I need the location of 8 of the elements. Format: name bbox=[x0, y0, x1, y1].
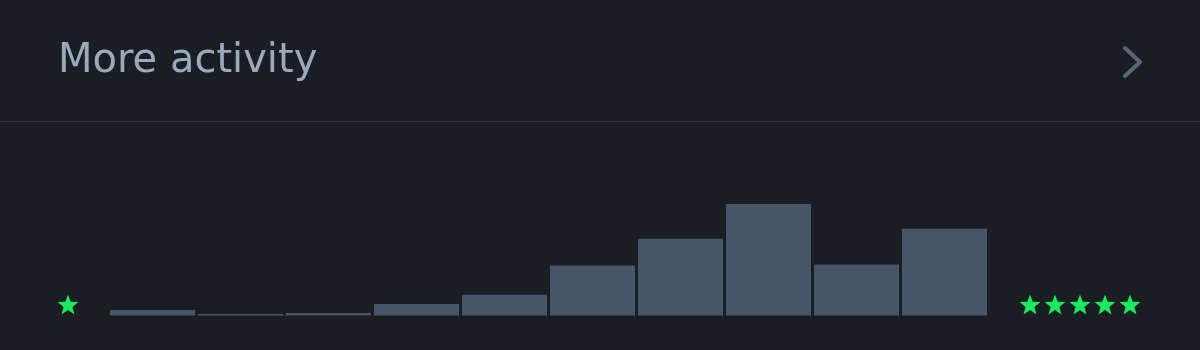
bar bbox=[462, 294, 547, 316]
bar bbox=[638, 238, 723, 316]
bar bbox=[902, 228, 987, 316]
bar bbox=[374, 304, 459, 316]
chart-title: More activity bbox=[58, 34, 318, 82]
bar bbox=[726, 204, 811, 316]
bar bbox=[550, 265, 635, 316]
bar bbox=[814, 264, 899, 316]
